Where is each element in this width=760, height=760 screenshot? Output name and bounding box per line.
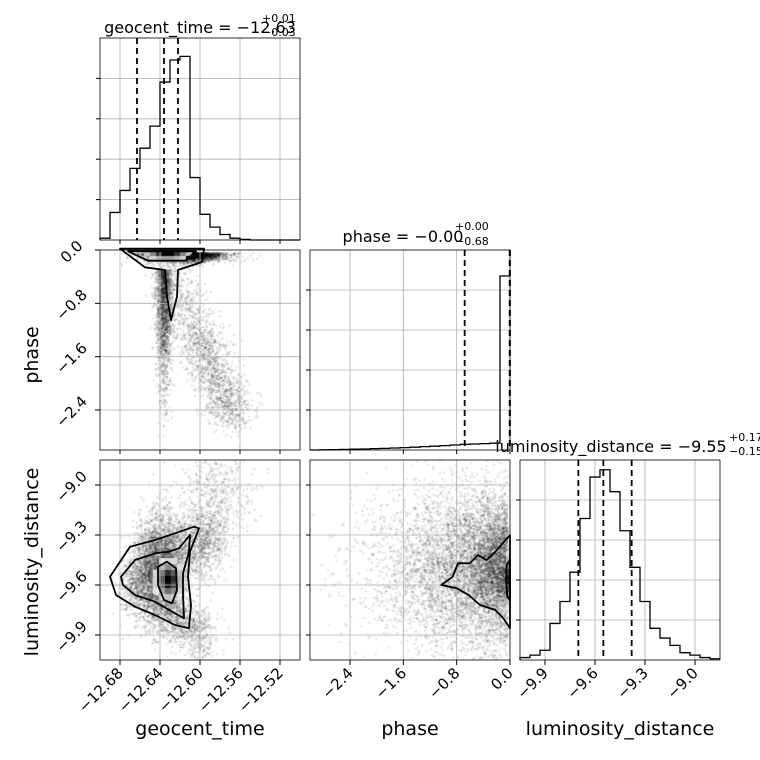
hist-bar-2-16 xyxy=(680,653,690,660)
hist-bar-1-14 xyxy=(450,445,460,450)
marginal-frame-2 xyxy=(519,459,721,661)
contour-1-0 xyxy=(157,560,178,605)
xtick-label-geocent_time-4: −12.52 xyxy=(235,664,287,716)
title-phase: phase = −0.00 xyxy=(343,227,464,246)
title-geocent-time-minus: −0.03 xyxy=(262,26,296,39)
contour-1-2 xyxy=(109,525,200,630)
ytick-label-luminosity_distance-2: −9.3 xyxy=(52,517,90,555)
hist-bar-0-12 xyxy=(220,234,230,240)
hist-bar-0-10 xyxy=(200,214,210,240)
ytick-label-luminosity_distance-1: −9.6 xyxy=(52,567,90,605)
xtick-label-phase-3: 0.0 xyxy=(487,664,517,694)
xlabel-luminosity-distance: luminosity_distance xyxy=(526,718,715,740)
hist-bar-0-6 xyxy=(160,82,170,240)
hist-bar-0-4 xyxy=(140,148,150,240)
hist-bar-1-13 xyxy=(440,446,450,450)
hist-bar-2-14 xyxy=(660,638,670,660)
ytick-label-phase-1: −1.6 xyxy=(52,339,90,377)
density-layer xyxy=(100,250,510,660)
title-geocent-time-plus: +0.01 xyxy=(262,12,296,25)
title-phase-plus: +0.00 xyxy=(455,220,489,233)
hist-bar-2-9 xyxy=(610,492,620,660)
title-luminosity-distance-plus: +0.17 xyxy=(729,431,760,444)
xtick-label-phase-1: −1.6 xyxy=(372,664,410,702)
hist-bar-0-3 xyxy=(130,168,140,240)
hist-bar-0-1 xyxy=(110,212,120,240)
ytick-label-phase-0: −2.4 xyxy=(52,392,90,430)
hist-bar-1-16 xyxy=(470,444,480,450)
title-phase-minus: −0.68 xyxy=(455,235,489,248)
xtick-label-luminosity_distance-0: −9.9 xyxy=(513,664,551,702)
hist-bar-1-19 xyxy=(500,276,510,450)
hist-bar-0-11 xyxy=(210,227,220,240)
grid-layer xyxy=(100,38,720,660)
hist-outline-0 xyxy=(99,55,300,241)
title-luminosity-distance: luminosity_distance = −9.55 xyxy=(495,437,726,457)
ylabel-luminosity-distance: luminosity_distance xyxy=(21,468,43,657)
pair-frame-2 xyxy=(309,459,511,661)
hist-bar-1-17 xyxy=(480,444,490,450)
hist-bar-0-9 xyxy=(190,178,200,240)
xtick-label-luminosity_distance-1: −9.6 xyxy=(563,664,601,702)
xtick-label-phase-0: −2.4 xyxy=(318,664,356,702)
hist-bar-2-10 xyxy=(620,531,630,660)
hist-outline-2 xyxy=(519,469,720,660)
hist-bar-2-8 xyxy=(600,470,610,660)
xlabel-geocent-time: geocent_time xyxy=(135,718,264,740)
hist-bar-2-7 xyxy=(590,477,600,660)
hist-bar-0-8 xyxy=(180,56,190,240)
hist-bar-2-2 xyxy=(540,650,550,660)
hist-bar-0-5 xyxy=(150,126,160,240)
ytick-label-luminosity_distance-3: −9.0 xyxy=(52,467,90,505)
contour-0-0 xyxy=(127,250,197,262)
ytick-label-luminosity_distance-0: −9.9 xyxy=(52,617,90,655)
hist-bar-2-3 xyxy=(550,623,560,660)
hist-bar-2-13 xyxy=(650,628,660,660)
hist-bar-2-1 xyxy=(530,655,540,660)
marginal-frame-1 xyxy=(309,249,511,451)
ytick-label-phase-2: −0.8 xyxy=(52,286,90,324)
hist-bar-2-15 xyxy=(670,645,680,660)
hist-bar-2-17 xyxy=(690,655,700,660)
hist-bar-2-6 xyxy=(580,519,590,660)
xlabel-phase: phase xyxy=(381,718,438,740)
contour-1-1 xyxy=(120,534,191,620)
ytick-label-phase-3: 0.0 xyxy=(57,237,87,267)
contour-0-1 xyxy=(119,247,205,321)
title-geocent-time: geocent_time = −12.63 xyxy=(104,18,296,38)
contour-2-1 xyxy=(440,534,511,630)
density-image-2 xyxy=(310,460,510,660)
hist-bar-2-4 xyxy=(560,601,570,660)
ylabel-phase: phase xyxy=(21,326,43,383)
xtick-label-luminosity_distance-2: −9.3 xyxy=(613,664,651,702)
hist-outline-1 xyxy=(310,275,510,451)
title-luminosity-distance-minus: −0.15 xyxy=(729,445,760,458)
hist-bar-2-12 xyxy=(640,601,650,660)
xtick-label-phase-2: −0.8 xyxy=(425,664,463,702)
hist-bar-0-2 xyxy=(120,190,130,240)
xtick-label-luminosity_distance-3: −9.0 xyxy=(663,664,701,702)
